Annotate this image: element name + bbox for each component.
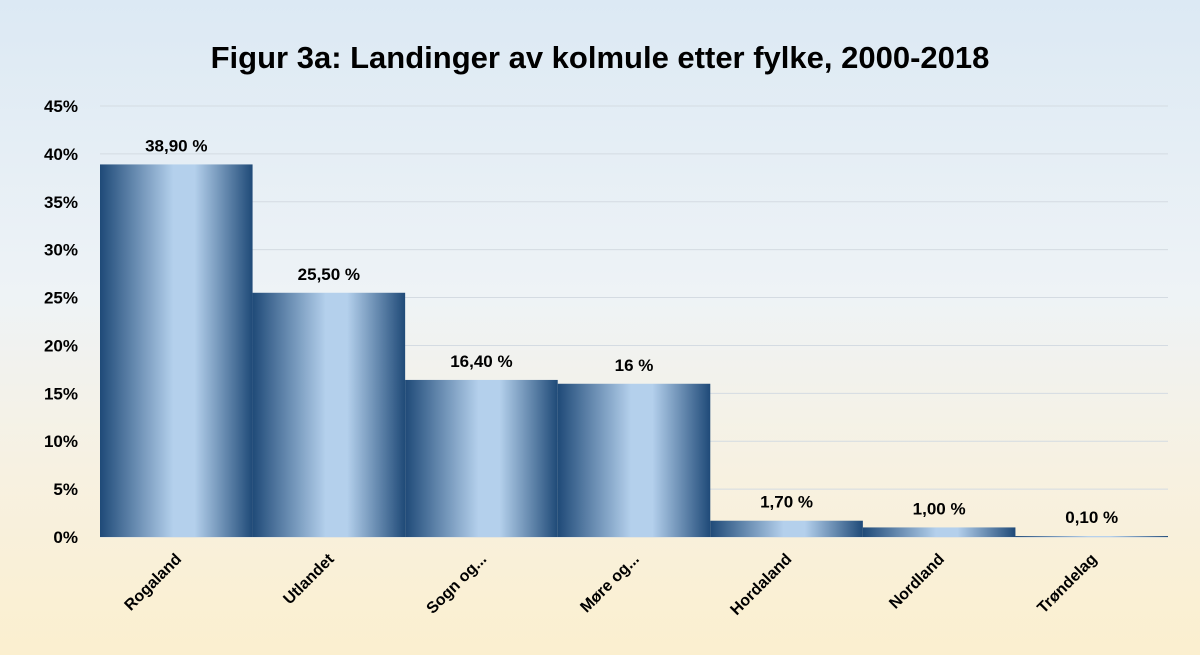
- y-tick-label: 25%: [44, 289, 78, 308]
- x-category-label: Rogaland: [122, 551, 186, 615]
- x-category-label: Møre og...: [577, 551, 642, 616]
- y-tick-label: 5%: [53, 480, 78, 499]
- y-tick-label: 30%: [44, 241, 78, 260]
- bars: [100, 164, 1168, 538]
- bar: [405, 379, 558, 537]
- bar: [862, 527, 1016, 537]
- x-category-label: Utlandet: [280, 550, 338, 608]
- chart-title: Figur 3a: Landinger av kolmule etter fyl…: [211, 40, 990, 75]
- y-tick-label: 0%: [53, 528, 78, 547]
- x-category-label: Nordland: [886, 551, 948, 613]
- y-tick-label: 15%: [44, 384, 78, 403]
- data-label: 1,70 %: [760, 493, 813, 512]
- data-label: 25,50 %: [298, 265, 360, 284]
- bar: [252, 292, 406, 537]
- x-category-label: Sogn og...: [424, 551, 491, 618]
- data-label: 1,00 %: [913, 499, 966, 518]
- data-label: 16,40 %: [450, 352, 512, 371]
- data-label: 0,10 %: [1065, 508, 1118, 527]
- x-category-label: Hordaland: [727, 551, 795, 619]
- y-tick-label: 40%: [44, 145, 78, 164]
- data-labels: 38,90 % 25,50 % 16,40 % 16 % 1,70 % 1,00 % 0,1…: [145, 136, 1118, 527]
- y-tick-label: 35%: [44, 193, 78, 212]
- bar: [100, 164, 253, 537]
- x-axis-categories: Rogaland Utlandet Sogn og... Møre og... Hord…: [122, 550, 1101, 618]
- y-axis-ticks: 0% 5% 10% 15% 20% 25% 30% 35% 40% 45%: [44, 97, 78, 547]
- bar: [1015, 536, 1168, 538]
- y-tick-label: 45%: [44, 97, 78, 116]
- y-tick-label: 20%: [44, 336, 78, 355]
- y-tick-label: 10%: [44, 432, 78, 451]
- data-label: 38,90 %: [145, 136, 207, 155]
- data-label: 16 %: [615, 356, 654, 375]
- bar: [557, 383, 711, 537]
- bar: [710, 520, 863, 537]
- x-category-label: Trøndelag: [1034, 551, 1100, 617]
